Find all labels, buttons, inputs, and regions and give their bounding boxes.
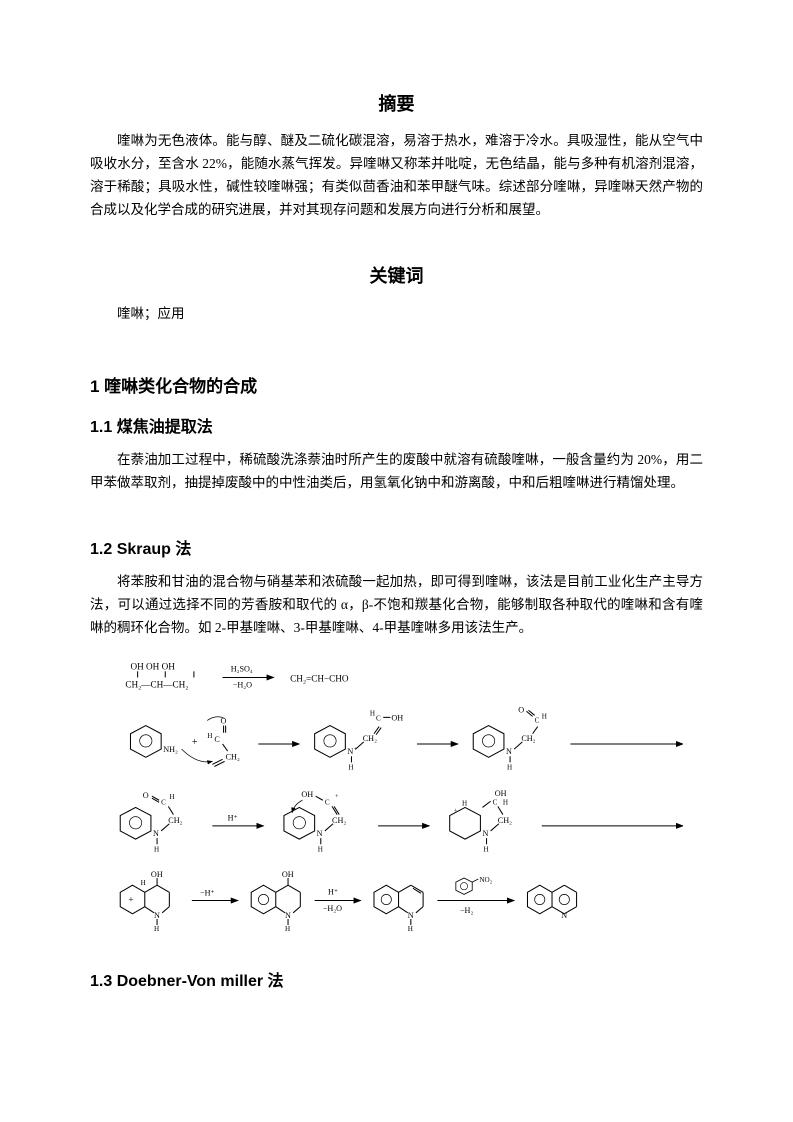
bicycle-2: N H OH bbox=[251, 870, 300, 933]
h-plus-label: H⁺ bbox=[228, 814, 238, 823]
svg-text:OH: OH bbox=[301, 791, 313, 800]
svg-text:CH₂: CH₂ bbox=[521, 734, 535, 743]
section-1-3-title: 1.3 Doebner-Von miller 法 bbox=[90, 967, 703, 991]
svg-text:H: H bbox=[348, 764, 353, 772]
svg-text:CH₂: CH₂ bbox=[168, 816, 182, 825]
svg-text:N: N bbox=[317, 830, 323, 839]
svg-text:OH: OH bbox=[495, 790, 507, 799]
svg-text:H: H bbox=[370, 710, 375, 718]
svg-text:CH₂: CH₂ bbox=[332, 816, 346, 825]
svg-text:N: N bbox=[154, 911, 160, 920]
intermediate-4: N H CH₂ C + OH bbox=[284, 791, 346, 854]
h2so4-label: H₂SO₄ bbox=[231, 665, 253, 674]
svg-text:O: O bbox=[518, 706, 524, 715]
acrolein-label: CH₂=CH−CHO bbox=[290, 674, 349, 684]
skraup-reaction-diagram: OH OH OH CH₂—CH—CH₂ H₂SO₄ −H₂O CH₂=CH−CH… bbox=[90, 657, 703, 949]
svg-text:H: H bbox=[507, 764, 512, 772]
svg-text:H: H bbox=[169, 794, 174, 802]
minus-h-plus-label: −H⁺ bbox=[200, 889, 215, 898]
svg-text:H: H bbox=[207, 732, 212, 740]
aniline-structure: NH₂ bbox=[130, 726, 178, 758]
plus-sign: + bbox=[192, 737, 198, 748]
svg-text:H: H bbox=[318, 846, 323, 854]
section-1-1-body: 在萘油加工过程中，稀硫酸洗涤萘油时所产生的废酸中就溶有硫酸喹啉，一般含量约为 2… bbox=[90, 449, 703, 495]
svg-text:C: C bbox=[535, 717, 540, 725]
intermediate-3: N H CH₂ C H O bbox=[120, 792, 182, 854]
svg-text:+: + bbox=[335, 795, 339, 801]
intermediate-2: N H CH₂ C H O bbox=[473, 706, 547, 772]
h-plus-label-2: H⁺ bbox=[328, 888, 338, 897]
svg-text:+: + bbox=[128, 895, 133, 905]
section-1-2-body: 将苯胺和甘油的混合物与硝基苯和浓硫酸一起加热，即可得到喹啉，该法是目前工业化生产… bbox=[90, 571, 703, 640]
svg-text:N: N bbox=[153, 830, 159, 839]
svg-text:H: H bbox=[141, 880, 146, 888]
minus-h2-label: −H₂ bbox=[460, 906, 474, 915]
svg-text:H: H bbox=[408, 926, 413, 934]
svg-text:N: N bbox=[408, 911, 414, 920]
abstract-title: 摘要 bbox=[90, 90, 703, 116]
svg-text:OH: OH bbox=[282, 870, 294, 879]
svg-text:N: N bbox=[482, 830, 488, 839]
intermediate-5: + H N H CH₂ C OH H bbox=[450, 790, 512, 854]
glycerol-chain-label: CH₂—CH—CH₂ bbox=[125, 680, 188, 690]
svg-text:OH: OH bbox=[151, 870, 163, 879]
keywords-body: 喹啉；应用 bbox=[90, 302, 703, 322]
svg-text:CH₂: CH₂ bbox=[498, 816, 512, 825]
section-1-1-title: 1.1 煤焦油提取法 bbox=[90, 413, 703, 437]
section-1-title: 1 喹啉类化合物的合成 bbox=[90, 372, 703, 397]
svg-text:CH₂: CH₂ bbox=[363, 734, 377, 743]
minus-h2o-label: −H₂O bbox=[233, 681, 252, 690]
svg-text:H: H bbox=[285, 926, 290, 934]
svg-text:C: C bbox=[325, 799, 330, 807]
svg-text:NH₂: NH₂ bbox=[163, 746, 178, 755]
abstract-body: 喹啉为无色液体。能与醇、醚及二硫化碳混溶，易溶于热水，难溶于冷水。具吸湿性，能从… bbox=[90, 130, 703, 222]
keywords-title: 关键词 bbox=[90, 262, 703, 288]
svg-text:N: N bbox=[561, 911, 567, 920]
svg-text:+: + bbox=[454, 809, 458, 815]
svg-text:C: C bbox=[376, 715, 381, 723]
dihydroquinoline: N H bbox=[374, 886, 423, 934]
quinoline-product: N bbox=[527, 886, 576, 921]
intermediate-1: N + H CH₂ C H OH bbox=[315, 710, 404, 772]
svg-text:O: O bbox=[143, 792, 149, 801]
svg-text:H: H bbox=[483, 846, 488, 854]
svg-text:C: C bbox=[161, 799, 166, 807]
svg-text:OH: OH bbox=[391, 714, 403, 723]
bicycle-1: + N H OH H bbox=[120, 870, 169, 933]
section-1-2-title: 1.2 Skraup 法 bbox=[90, 535, 703, 559]
minus-h2o-label-2: −H₂O bbox=[323, 904, 342, 913]
svg-text:H: H bbox=[154, 926, 159, 934]
svg-text:H: H bbox=[462, 800, 467, 808]
svg-text:C: C bbox=[214, 735, 219, 744]
svg-text:H: H bbox=[154, 846, 159, 854]
svg-text:N: N bbox=[506, 748, 512, 757]
svg-text:H: H bbox=[542, 713, 547, 721]
glycerol-oh-label: OH OH OH bbox=[130, 662, 175, 672]
svg-text:CH₂: CH₂ bbox=[226, 753, 240, 762]
svg-text:NO₂: NO₂ bbox=[479, 877, 492, 885]
svg-text:C: C bbox=[493, 799, 498, 807]
nitrobenzene: NO₂ bbox=[456, 877, 493, 895]
svg-text:N: N bbox=[285, 911, 291, 920]
svg-text:N: N bbox=[347, 748, 353, 757]
svg-text:H: H bbox=[503, 799, 508, 807]
acrolein-structure: O C H CH₂ bbox=[182, 717, 240, 767]
